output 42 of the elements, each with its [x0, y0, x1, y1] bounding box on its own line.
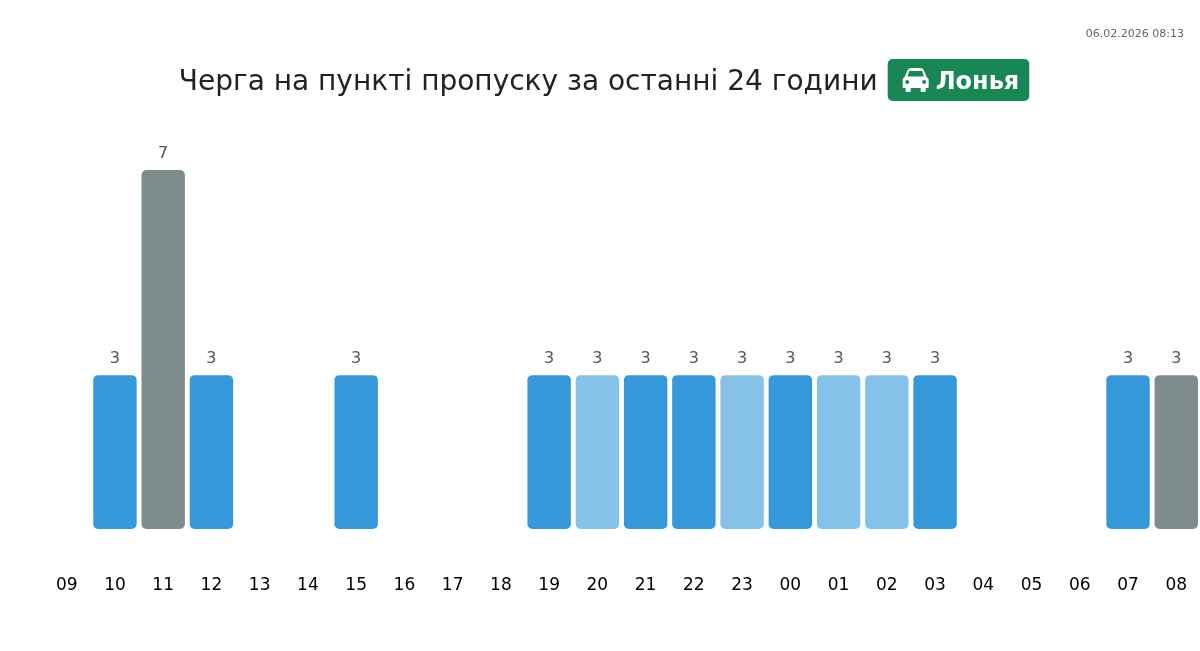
data-label: 3 [109, 348, 121, 368]
chart-subtitle: Лонья [935, 67, 1020, 95]
chart-title: Черга на пункті пропуску за останні 24 години [178, 64, 878, 97]
x-tick-label: 08 [1165, 574, 1188, 594]
x-tick-label: 02 [876, 574, 898, 594]
data-label: 7 [158, 143, 169, 162]
x-tick-label: 17 [441, 574, 464, 594]
x-tick-label: 18 [490, 574, 512, 594]
data-label: 3 [1122, 348, 1134, 368]
x-tick-label: 13 [248, 574, 271, 594]
x-tick-label: 16 [393, 574, 416, 594]
x-tick-label: 21 [634, 574, 657, 594]
x-tick-label: 14 [297, 574, 319, 594]
x-tick-label: 22 [683, 574, 705, 594]
data-label: 3 [544, 348, 555, 368]
x-tick-label: 03 [924, 574, 946, 594]
x-tick-label: 06 [1068, 574, 1091, 594]
x-tick-label: 00 [779, 574, 802, 594]
x-tick-label: 15 [345, 574, 367, 594]
data-label: 3 [929, 348, 941, 368]
x-tick-label: 12 [200, 574, 223, 594]
x-tick-label: 19 [538, 574, 560, 594]
x-tick-label: 11 [152, 574, 175, 594]
x-tick-label: 04 [972, 574, 995, 594]
data-label: 3 [881, 348, 892, 368]
text: 06.02.2026 08:13 [1085, 27, 1184, 40]
data-label: 3 [206, 348, 217, 368]
data-label: 3 [737, 348, 748, 368]
x-tick-label: 23 [731, 574, 753, 594]
data-label: 3 [1171, 348, 1182, 368]
x-tick-label: 09 [55, 574, 78, 594]
x-tick-label: 07 [1117, 574, 1139, 594]
x-tick-label: 05 [1020, 574, 1043, 594]
data-label: 3 [688, 348, 699, 368]
data-label: 3 [351, 348, 362, 368]
data-label: 3 [833, 348, 844, 368]
data-label: 3 [785, 348, 796, 368]
data-label: 3 [640, 348, 651, 368]
x-tick-label: 10 [104, 574, 126, 594]
x-tick-label: 01 [827, 574, 850, 594]
data-label: 3 [592, 348, 603, 368]
x-tick-label: 20 [586, 574, 609, 594]
